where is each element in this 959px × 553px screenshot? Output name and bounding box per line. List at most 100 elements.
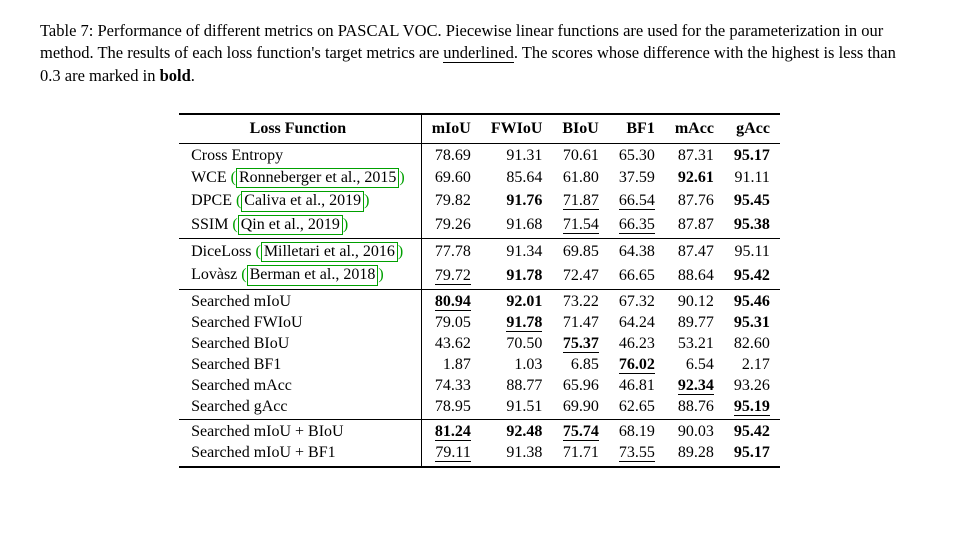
value-text: 95.42 <box>734 423 770 440</box>
value-text: 37.59 <box>619 169 655 186</box>
loss-label: Searched BIoU <box>191 335 289 352</box>
value-text: 78.69 <box>435 147 471 164</box>
value-cell: 95.46 <box>724 289 780 312</box>
citation-link[interactable]: Ronneberger et al., 2015 <box>236 168 399 188</box>
value-cell: 92.61 <box>665 166 724 189</box>
loss-function-cell: WCE (Ronneberger et al., 2015) <box>179 166 421 189</box>
value-cell: 69.85 <box>552 238 608 263</box>
citation-link[interactable]: Qin et al., 2019 <box>238 215 343 235</box>
value-text: 91.11 <box>735 169 770 186</box>
table-row: Searched BIoU43.6270.5075.3746.2353.2182… <box>179 333 780 354</box>
value-cell: 95.42 <box>724 419 780 442</box>
value-cell: 74.33 <box>421 375 481 396</box>
loss-function-cell: DPCE (Caliva et al., 2019) <box>179 190 421 213</box>
value-text: 76.02 <box>619 356 655 374</box>
value-cell: 79.82 <box>421 190 481 213</box>
value-text: 88.76 <box>678 398 714 415</box>
value-cell: 92.34 <box>665 375 724 396</box>
table-row: Searched BF11.871.036.8576.026.542.17 <box>179 354 780 375</box>
value-text: 71.87 <box>563 192 599 210</box>
value-cell: 82.60 <box>724 333 780 354</box>
loss-label: DiceLoss <box>191 243 255 260</box>
value-text: 91.68 <box>506 216 542 233</box>
value-cell: 87.76 <box>665 190 724 213</box>
value-cell: 66.35 <box>609 213 665 238</box>
value-text: 79.11 <box>435 444 470 462</box>
value-text: 95.46 <box>734 293 770 310</box>
value-text: 88.77 <box>506 377 542 394</box>
caption-underlined-word: underlined <box>443 43 514 63</box>
value-cell: 69.90 <box>552 396 608 419</box>
value-text: 92.01 <box>506 293 542 310</box>
value-text: 71.71 <box>563 444 599 461</box>
value-text: 89.77 <box>678 314 714 331</box>
value-cell: 37.59 <box>609 166 665 189</box>
value-cell: 81.24 <box>421 419 481 442</box>
value-cell: 79.11 <box>421 442 481 467</box>
value-text: 87.47 <box>678 243 714 260</box>
value-text: 95.42 <box>734 267 770 284</box>
loss-function-cell: Cross Entropy <box>179 143 421 166</box>
value-cell: 77.78 <box>421 238 481 263</box>
value-text: 66.65 <box>619 267 655 284</box>
value-text: 82.60 <box>734 335 770 352</box>
value-text: 69.85 <box>563 243 599 260</box>
value-cell: 91.68 <box>481 213 553 238</box>
table-row: SSIM (Qin et al., 2019)79.2691.6871.5466… <box>179 213 780 238</box>
value-cell: 6.85 <box>552 354 608 375</box>
loss-function-cell: Lovàsz (Berman et al., 2018) <box>179 264 421 289</box>
cite-close-paren: ) <box>378 266 383 283</box>
value-text: 95.45 <box>734 192 770 209</box>
citation-link[interactable]: Milletari et al., 2016 <box>261 242 398 262</box>
value-text: 71.47 <box>563 314 599 331</box>
value-cell: 78.69 <box>421 143 481 166</box>
value-text: 87.31 <box>678 147 714 164</box>
loss-function-cell: Searched BF1 <box>179 354 421 375</box>
value-cell: 93.26 <box>724 375 780 396</box>
value-text: 66.54 <box>619 192 655 210</box>
value-text: 68.19 <box>619 423 655 440</box>
value-text: 92.48 <box>506 423 542 440</box>
value-text: 91.34 <box>506 243 542 260</box>
value-cell: 95.31 <box>724 312 780 333</box>
table-row: Searched gAcc78.9591.5169.9062.6588.7695… <box>179 396 780 419</box>
value-text: 75.37 <box>563 335 599 353</box>
col-bf1: BF1 <box>609 114 665 144</box>
value-cell: 73.55 <box>609 442 665 467</box>
value-cell: 91.38 <box>481 442 553 467</box>
value-cell: 79.72 <box>421 264 481 289</box>
value-text: 73.22 <box>563 293 599 310</box>
value-text: 90.03 <box>678 423 714 440</box>
value-cell: 71.87 <box>552 190 608 213</box>
cite-close-paren: ) <box>398 243 403 260</box>
value-cell: 79.26 <box>421 213 481 238</box>
value-text: 6.54 <box>686 356 714 373</box>
value-text: 91.51 <box>506 398 542 415</box>
value-cell: 85.64 <box>481 166 553 189</box>
value-text: 53.21 <box>678 335 714 352</box>
value-cell: 92.48 <box>481 419 553 442</box>
loss-function-cell: Searched mAcc <box>179 375 421 396</box>
value-cell: 95.19 <box>724 396 780 419</box>
value-text: 72.47 <box>563 267 599 284</box>
value-cell: 91.78 <box>481 264 553 289</box>
results-table: Loss Function mIoU FWIoU BIoU BF1 mAcc g… <box>179 113 780 468</box>
value-text: 93.26 <box>734 377 770 394</box>
citation-link[interactable]: Caliva et al., 2019 <box>241 191 364 211</box>
citation-link[interactable]: Berman et al., 2018 <box>247 265 379 285</box>
value-text: 1.03 <box>514 356 542 373</box>
value-text: 64.24 <box>619 314 655 331</box>
value-cell: 62.65 <box>609 396 665 419</box>
loss-label: WCE <box>191 169 231 186</box>
value-cell: 87.87 <box>665 213 724 238</box>
value-text: 79.72 <box>435 267 471 285</box>
value-text: 74.33 <box>435 377 471 394</box>
loss-label: Searched mAcc <box>191 377 292 394</box>
table-row: Searched mIoU + BIoU81.2492.4875.7468.19… <box>179 419 780 442</box>
value-text: 70.50 <box>506 335 542 352</box>
value-cell: 95.11 <box>724 238 780 263</box>
value-text: 1.87 <box>443 356 471 373</box>
value-cell: 46.81 <box>609 375 665 396</box>
value-cell: 53.21 <box>665 333 724 354</box>
value-text: 66.35 <box>619 216 655 234</box>
